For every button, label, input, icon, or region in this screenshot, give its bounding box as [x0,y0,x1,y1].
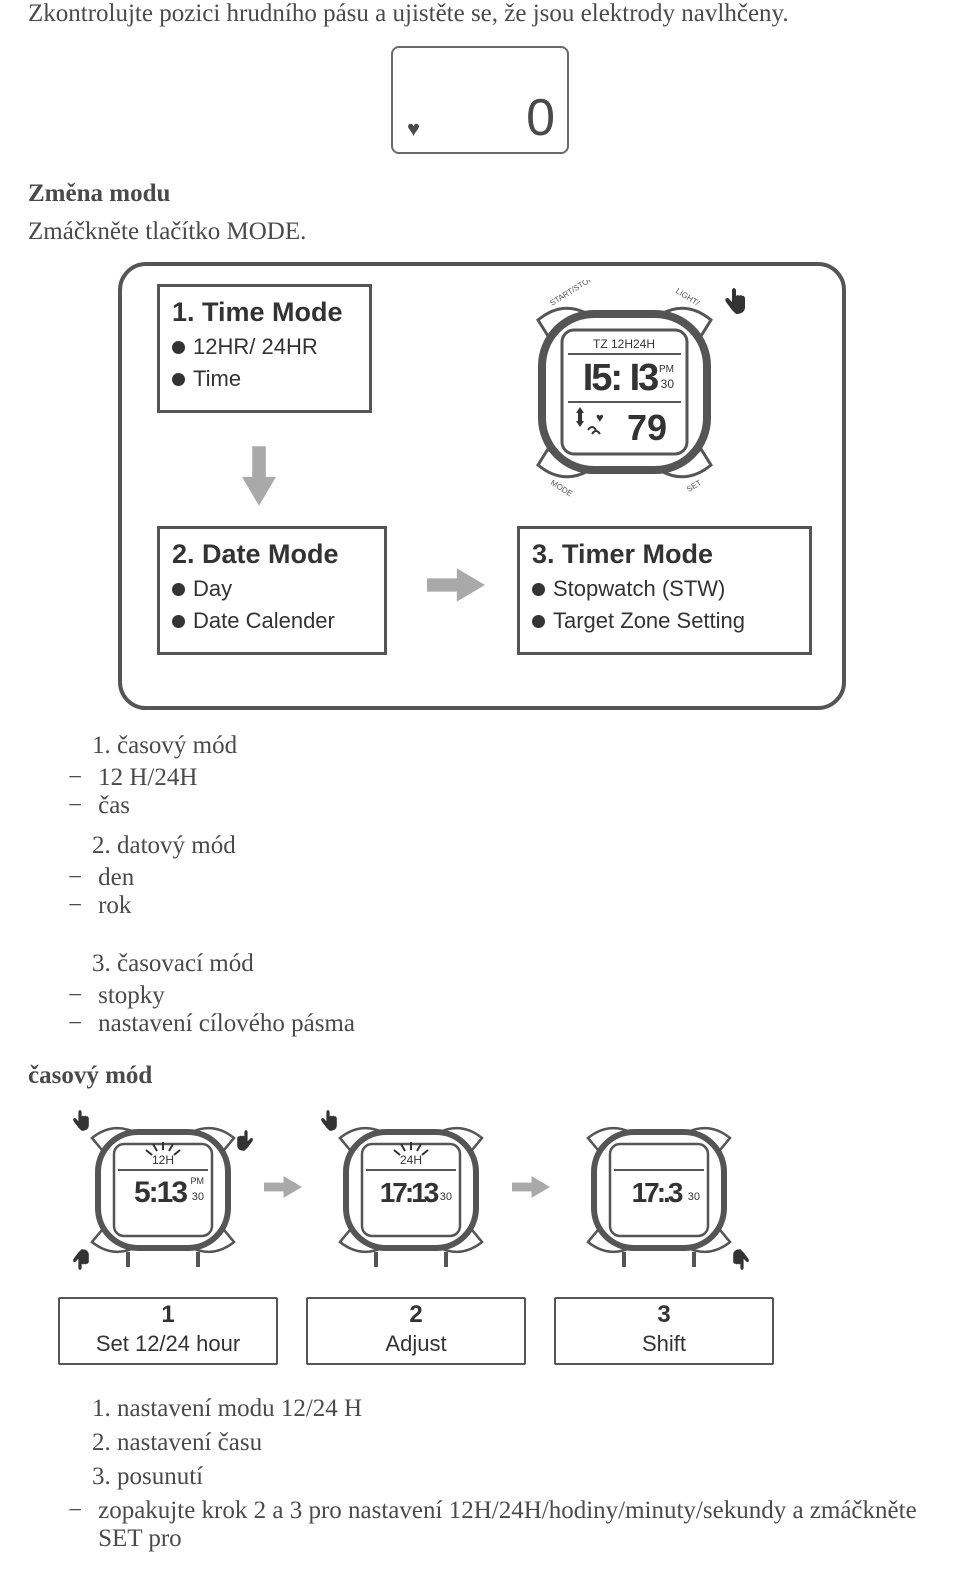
page: Zkontrolujte pozici hrudního pásu a ujis… [0,0,960,1573]
btn-label-bl: MODE [549,478,574,498]
heading-time-mode: časový mód [28,1062,932,1090]
svg-text:PM: PM [191,1176,205,1186]
heart-rate-value: 0 [526,92,553,144]
dash-icon: − [68,764,82,792]
diagram-box-bullet: Target Zone Setting [532,608,797,634]
bullet-dot-icon [532,615,545,628]
step-watch-icon: 17:.3 30 [554,1102,764,1297]
arrow-right-icon [427,566,485,604]
list-item: 1. nastavení modu 12/24 H [92,1395,932,1423]
list-item: −rok [68,892,932,920]
list-item: 2. nastavení času [92,1429,932,1457]
lcd-sec: 30 [661,377,675,391]
lcd-top-text: TZ 12H24H [593,337,655,351]
bullet-text: Time [193,366,241,392]
bullet-text: 12HR/ 24HR [193,334,318,360]
diagram-box-time-mode: 1. Time Mode 12HR/ 24HR Time [157,284,372,413]
heart-icon: ♥ [407,118,420,140]
diagram-box-timer-mode: 3. Timer Mode Stopwatch (STW) Target Zon… [517,526,812,655]
lcd-main-time: I5: I3 [583,357,658,399]
svg-text:30: 30 [192,1191,204,1203]
step-caption: Adjust [308,1329,524,1363]
arrow-right-icon [512,1172,550,1202]
list-item: − zopakujte krok 2 a 3 pro nastavení 12H… [68,1497,932,1553]
bullet-text: Stopwatch (STW) [553,576,725,602]
list-item: −nastavení cílového pásma [68,1010,932,1038]
btn-label-tl: START/STOP [548,280,595,308]
step-watch-icon: 24H 17:13 30 [306,1102,516,1297]
dash-icon: − [68,982,82,1010]
dash-icon: − [68,864,82,892]
step-number: 1 [60,1299,276,1329]
diagram-box-bullet: Day [172,576,372,602]
svg-text:17:13: 17:13 [380,1177,439,1208]
lcd-ampm: PM [659,364,674,375]
mode-diagram: 1. Time Mode 12HR/ 24HR Time 2. Date Mod… [118,262,846,710]
step-watch-icon: 12H 5:13 PM 30 [58,1102,268,1297]
modes-translation-list: 1. časový mód −12 H/24H −čas 2. datový m… [68,732,932,1038]
dash-icon: − [68,892,82,920]
text-press-mode: Zmáčkněte tlačítko MODE. [28,218,932,246]
bullet-dot-icon [172,373,185,386]
step-label: 2 Adjust [306,1297,526,1365]
btn-label-tr: LIGHT/ [674,286,701,308]
svg-text:30: 30 [688,1191,700,1203]
heart-rate-display-box: ♥ 0 [391,46,569,154]
step-col: 12H 5:13 PM 30 1 Set 12/24 hour [58,1102,278,1365]
time-mode-steps-row: 12H 5:13 PM 30 1 Set 12/24 hour [58,1102,932,1365]
diagram-box-title: 3. Timer Mode [532,539,797,570]
step-col: 24H 17:13 30 2 Adjust [306,1102,526,1365]
btn-label-br: SET [685,478,703,494]
diagram-box-bullet: Time [172,366,357,392]
svg-text:17:.3: 17:.3 [632,1177,683,1208]
svg-text:5:13: 5:13 [134,1176,187,1209]
bullet-text: Day [193,576,232,602]
step-caption: Shift [556,1329,772,1363]
step-label: 1 Set 12/24 hour [58,1297,278,1365]
diagram-box-bullet: Stopwatch (STW) [532,576,797,602]
step-number: 3 [556,1299,772,1329]
list-item: 2. datový mód [92,832,932,860]
intro-text: Zkontrolujte pozici hrudního pásu a ujis… [28,0,932,28]
watch-illustration: TZ 12H24H I5: I3 PM 30 ♥ 79 START/STOP L… [492,280,757,505]
bullet-text: Target Zone Setting [553,608,745,634]
list-item: 1. časový mód [92,732,932,760]
bullet-dot-icon [172,583,185,596]
diagram-box-title: 2. Date Mode [172,539,372,570]
step-col: 17:.3 30 3 Shift [554,1102,774,1365]
svg-text:12H: 12H [152,1153,174,1167]
diagram-box-date-mode: 2. Date Mode Day Date Calender [157,526,387,655]
list-item: −den [68,864,932,892]
list-item: −čas [68,792,932,820]
bullet-dot-icon [172,615,185,628]
list-item: 3. časovací mód [92,950,932,978]
svg-text:24H: 24H [400,1153,422,1167]
diagram-box-bullet: 12HR/ 24HR [172,334,357,360]
list-item: −stopky [68,982,932,1010]
lcd-heart-rate: 79 [627,407,667,448]
svg-text:30: 30 [440,1191,452,1203]
time-mode-steps-text: 1. nastavení modu 12/24 H 2. nastavení č… [68,1395,932,1553]
arrow-right-icon [264,1172,302,1202]
list-item: −12 H/24H [68,764,932,792]
bullet-text: Date Calender [193,608,335,634]
heading-change-mode: Změna modu [28,180,932,208]
list-item: 3. posunutí [92,1463,932,1491]
svg-text:♥: ♥ [596,410,604,425]
dash-icon: − [68,1497,82,1553]
step-caption: Set 12/24 hour [60,1329,276,1363]
diagram-box-title: 1. Time Mode [172,297,357,328]
step-number: 2 [308,1299,524,1329]
dash-icon: − [68,792,82,820]
dash-icon: − [68,1010,82,1038]
step-label: 3 Shift [554,1297,774,1365]
arrow-down-icon [242,446,276,506]
bullet-dot-icon [172,341,185,354]
bullet-dot-icon [532,583,545,596]
diagram-box-bullet: Date Calender [172,608,372,634]
